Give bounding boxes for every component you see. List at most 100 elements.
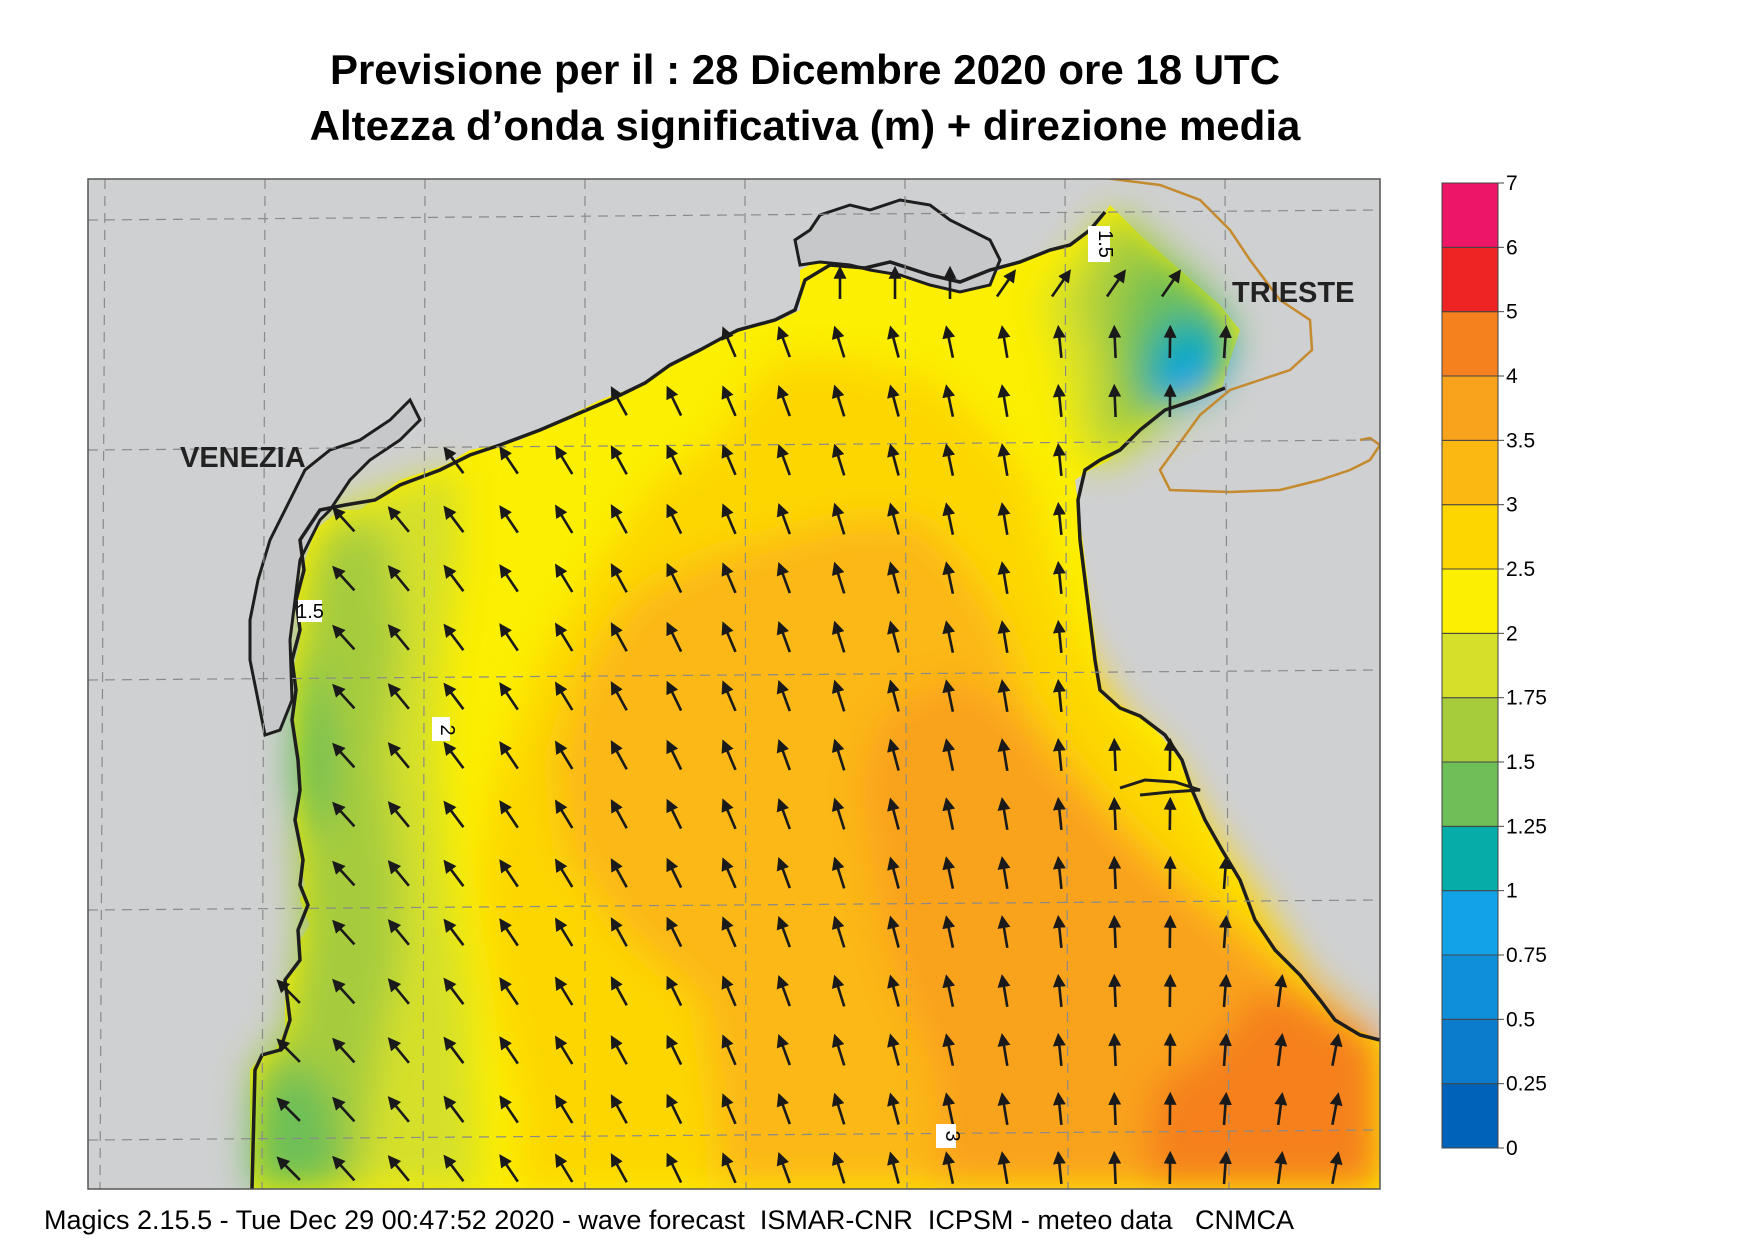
legend-label: 0.5 <box>1506 1008 1535 1031</box>
direction-arrow <box>1218 1032 1232 1067</box>
legend-swatch <box>1441 439 1499 506</box>
direction-arrow <box>1108 855 1122 890</box>
direction-arrow <box>610 622 628 652</box>
direction-arrow <box>721 621 737 653</box>
direction-arrow <box>942 325 956 358</box>
direction-arrow <box>554 740 574 770</box>
direction-arrow <box>1052 383 1066 418</box>
legend-label: 2 <box>1506 622 1518 645</box>
direction-arrow <box>997 738 1011 772</box>
direction-arrow <box>997 1033 1011 1067</box>
direction-arrow <box>1108 796 1122 831</box>
direction-arrow <box>997 561 1011 595</box>
direction-arrow <box>1108 914 1122 949</box>
direction-arrow <box>443 918 465 946</box>
direction-arrow <box>776 798 792 830</box>
border-line <box>1104 179 1380 494</box>
legend-swatch <box>1441 761 1499 827</box>
direction-arrow <box>721 857 737 889</box>
direction-arrow <box>942 1151 956 1184</box>
map-title-line-2: Altezza d’onda significativa (m) + direz… <box>309 102 1301 149</box>
direction-arrow <box>443 1154 465 1182</box>
direction-arrow <box>499 1154 519 1183</box>
direction-arrow <box>721 1093 737 1125</box>
direction-arrow <box>499 623 519 652</box>
direction-arrow <box>443 1095 465 1123</box>
direction-arrow <box>387 683 410 710</box>
direction-arrow <box>831 797 846 830</box>
direction-arrow <box>610 1153 628 1183</box>
direction-arrow <box>887 325 900 358</box>
direction-arrow <box>554 1094 574 1124</box>
direction-arrow <box>499 1036 519 1065</box>
direction-arrow <box>1052 855 1066 890</box>
direction-arrow <box>554 445 574 475</box>
direction-arrow <box>776 503 792 535</box>
direction-arrow <box>776 326 792 358</box>
direction-arrow <box>332 978 356 1005</box>
venice-lagoon <box>248 397 422 737</box>
direction-arrow <box>776 444 792 476</box>
direction-arrow <box>1218 324 1232 359</box>
direction-arrow <box>721 975 737 1007</box>
direction-arrow <box>666 385 683 417</box>
direction-arrow <box>554 799 574 829</box>
direction-arrow <box>887 1033 900 1066</box>
direction-arrow <box>1052 737 1066 772</box>
direction-arrow <box>942 443 956 476</box>
direction-arrow <box>997 856 1011 890</box>
direction-arrow <box>942 384 956 417</box>
legend-swatch <box>1441 954 1499 1020</box>
direction-arrow <box>887 974 900 1007</box>
colour-legend: 0 0.25 0.5 0.75 1 1.25 1.5 1.75 2 2.5 3 3.5 4 5 6 7 <box>1441 172 1547 1160</box>
direction-arrow <box>666 857 683 889</box>
direction-arrow <box>610 504 628 534</box>
direction-arrow <box>721 326 737 358</box>
mean-direction-arrows <box>276 265 1343 1185</box>
direction-arrow <box>332 506 356 533</box>
direction-arrow <box>997 974 1011 1008</box>
direction-arrow <box>499 505 519 534</box>
direction-arrow <box>610 681 628 711</box>
direction-arrow <box>997 502 1011 536</box>
legend-label: 3 <box>1506 494 1518 517</box>
direction-arrow <box>831 915 846 948</box>
direction-arrow <box>887 502 900 535</box>
direction-arrow <box>721 1152 737 1184</box>
direction-arrow <box>499 564 519 593</box>
direction-arrow <box>666 739 683 771</box>
legend-label: 2.5 <box>1506 558 1535 581</box>
direction-arrow <box>721 739 737 771</box>
direction-arrow <box>776 916 792 948</box>
band-4-5 <box>1148 990 1380 1189</box>
direction-arrow <box>776 385 792 417</box>
direction-arrow <box>387 506 410 533</box>
direction-arrow <box>887 856 900 889</box>
direction-arrow <box>1218 855 1232 890</box>
direction-arrow <box>666 975 683 1007</box>
direction-arrow <box>499 918 519 947</box>
direction-arrow <box>1329 1092 1343 1125</box>
direction-arrow <box>666 798 683 830</box>
contour-label-1p5-north: 1.5 <box>1094 230 1116 258</box>
direction-arrow <box>776 1152 792 1184</box>
direction-arrow <box>942 502 956 535</box>
direction-arrow <box>1052 560 1066 595</box>
direction-arrow <box>831 856 846 889</box>
direction-arrow <box>332 565 356 592</box>
direction-arrow <box>997 620 1011 654</box>
direction-arrow <box>942 738 956 771</box>
direction-arrow <box>1052 619 1066 654</box>
direction-arrow <box>387 978 410 1005</box>
contour-label-2: 2 <box>436 724 458 735</box>
direction-arrow <box>276 1038 301 1063</box>
direction-arrow <box>1052 442 1066 477</box>
direction-arrow <box>942 974 956 1007</box>
direction-arrow <box>276 1097 301 1122</box>
direction-arrow <box>995 269 1016 298</box>
direction-arrow <box>1218 1150 1232 1185</box>
direction-arrow <box>776 975 792 1007</box>
legend-swatch <box>1441 890 1499 956</box>
direction-arrow <box>721 798 737 830</box>
